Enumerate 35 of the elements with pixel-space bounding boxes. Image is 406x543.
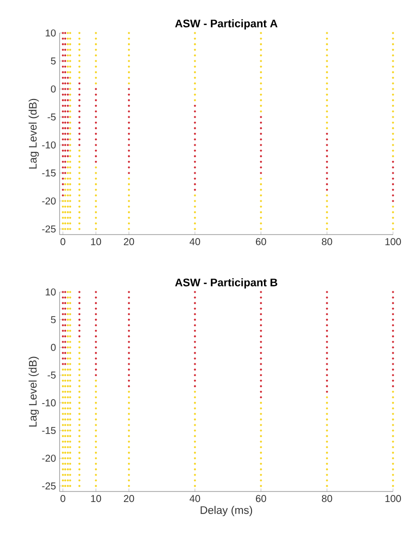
x-tick-label: 40 — [190, 495, 200, 502]
x-tick-label: 40 — [190, 238, 200, 246]
y-tick-label: -25 — [42, 482, 56, 490]
y-tick-label: -5 — [48, 114, 56, 120]
x-tick-label: 0 — [60, 238, 66, 246]
y-tick-label: 5 — [50, 58, 56, 64]
y-tick-label: 10 — [46, 29, 56, 37]
x-tick-label: 100 — [385, 238, 401, 246]
y-tick-label: -10 — [42, 141, 56, 149]
y-tick-label: -15 — [42, 427, 56, 434]
y-tick-label: -15 — [42, 170, 56, 176]
x-tick-label: 60 — [256, 238, 266, 246]
y-tick-label: -20 — [42, 454, 56, 462]
y-tick-label: -20 — [42, 197, 56, 205]
x-tick-label: 100 — [385, 495, 401, 502]
y-tick-label: 5 — [50, 316, 56, 324]
x-tick-label: 80 — [322, 238, 332, 246]
y-tick-label: -10 — [42, 399, 56, 406]
x-tick-label: 20 — [124, 495, 134, 502]
y-tick-label: 10 — [46, 288, 56, 296]
chart-title: ASW - Participant B — [175, 278, 278, 288]
x-tick-label: 0 — [60, 495, 66, 502]
y-axis-title: Lag Level (dB) — [28, 98, 39, 169]
x-tick-label: 10 — [91, 495, 102, 502]
y-tick-label: 0 — [50, 85, 56, 93]
y-tick-label: -5 — [48, 372, 56, 379]
x-tick-label: 20 — [124, 238, 134, 246]
x-tick-label: 10 — [91, 238, 102, 246]
x-tick-label: 60 — [256, 495, 266, 502]
x-axis-title: Delay (ms) — [200, 506, 252, 516]
y-axis-title: Lag Level (dB) — [28, 356, 39, 426]
x-tick-label: 80 — [322, 495, 332, 502]
y-tick-label: 0 — [50, 344, 56, 351]
y-tick-label: -25 — [42, 225, 56, 233]
chart-title: ASW - Participant A — [175, 19, 278, 30]
